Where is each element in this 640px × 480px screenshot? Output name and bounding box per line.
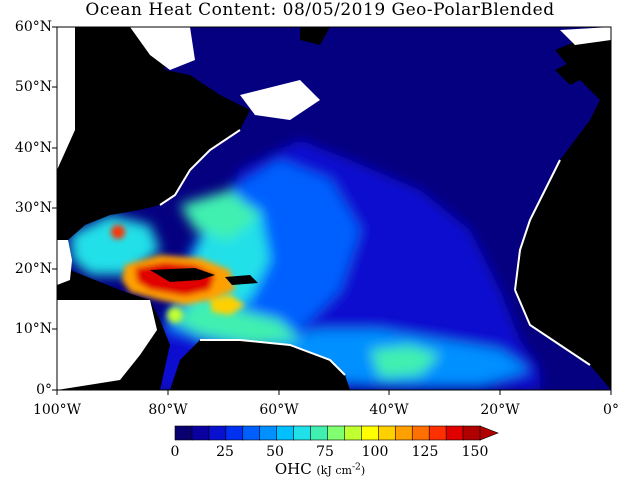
lon-label-80w: 80°W (148, 402, 188, 418)
lat-label-30n: 30°N (14, 200, 52, 216)
lon-label-100w: 100°W (32, 402, 82, 418)
colorbar-tick-25: 25 (216, 444, 234, 460)
lat-label-0: 0° (36, 382, 52, 398)
lat-label-20n: 20°N (14, 261, 52, 277)
colorbar-tick-100: 100 (361, 444, 389, 460)
coast-lines (159, 129, 591, 376)
lat-label-10n: 10°N (14, 321, 52, 337)
colorbar-title: OHC (kJ cm-2) (240, 460, 400, 478)
lat-label-60n: 60°N (14, 19, 52, 35)
colorbar-label: OHC (274, 460, 312, 478)
lon-label-0: 0° (603, 402, 619, 418)
colorbar-tick-125: 125 (411, 444, 439, 460)
no-data (57, 27, 611, 390)
colorbar-unit: (kJ cm-2) (316, 461, 366, 477)
tick-marks (52, 26, 612, 395)
colorbar-tick-75: 75 (316, 444, 334, 460)
map-title: Ocean Heat Content: 08/05/2019 Geo-Polar… (85, 0, 555, 20)
lat-label-40n: 40°N (14, 140, 52, 156)
colorbar-tick-50: 50 (266, 444, 284, 460)
lon-label-20w: 20°W (480, 402, 520, 418)
lon-label-40w: 40°W (369, 402, 409, 418)
colorbar-tick-150: 150 (461, 444, 489, 460)
lon-label-60w: 60°W (259, 402, 299, 418)
colorbar-tick-0: 0 (170, 444, 180, 460)
lat-label-50n: 50°N (14, 79, 52, 95)
